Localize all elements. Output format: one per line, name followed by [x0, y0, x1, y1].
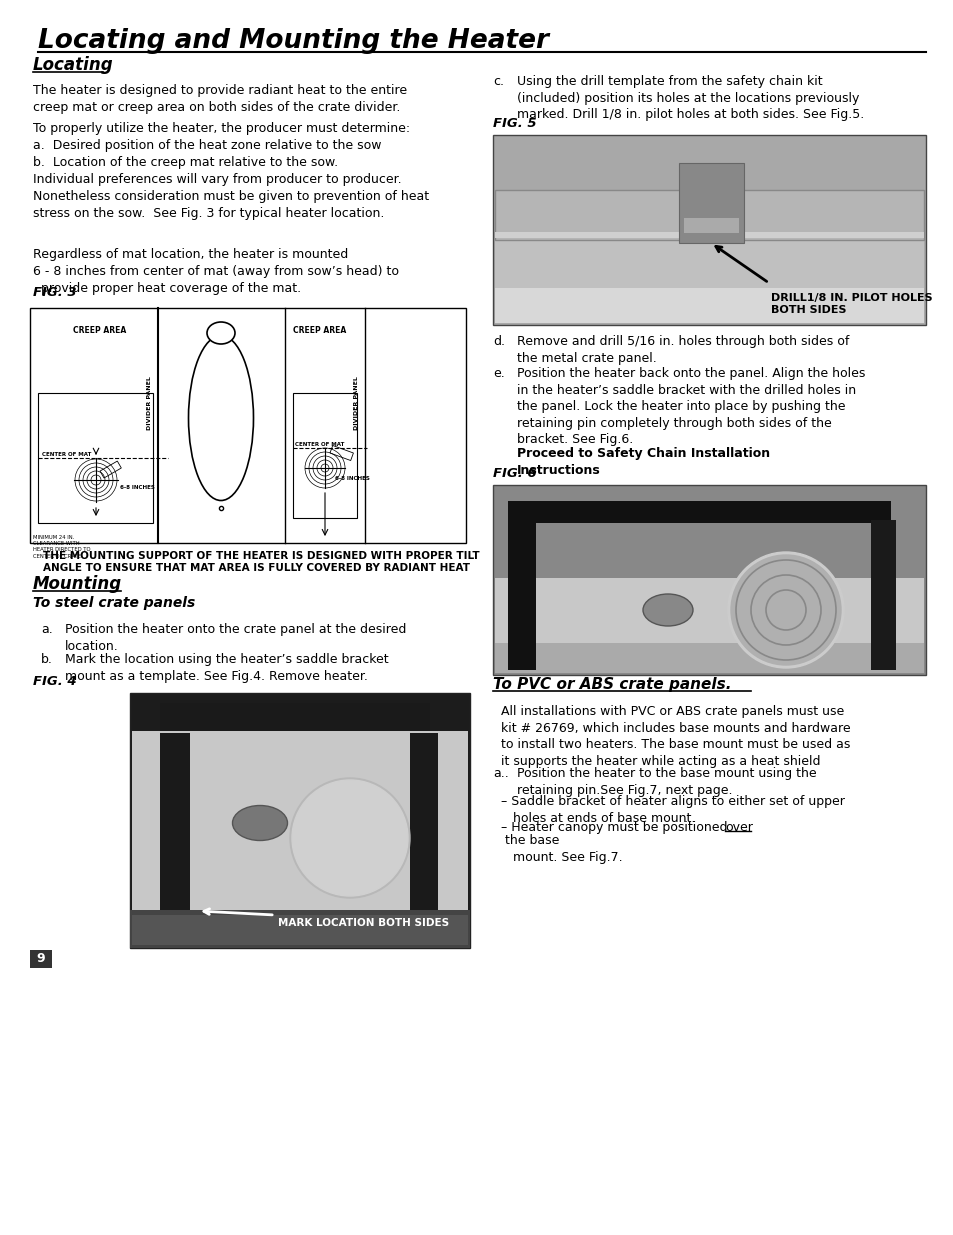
Bar: [495, 288, 923, 324]
Bar: [683, 219, 739, 233]
Bar: [38, 393, 152, 522]
Bar: [507, 501, 890, 522]
Text: Using the drill template from the safety chain kit
(included) position its holes: Using the drill template from the safety…: [517, 75, 863, 121]
Bar: [495, 232, 923, 238]
Text: To steel crate panels: To steel crate panels: [33, 597, 195, 610]
Text: CREEP AREA: CREEP AREA: [294, 326, 346, 335]
Text: All installations with PVC or ABS crate panels must use
kit # 26769, which inclu: All installations with PVC or ABS crate …: [500, 705, 850, 767]
Text: Locating: Locating: [33, 56, 113, 74]
Ellipse shape: [642, 594, 692, 626]
Bar: [130, 910, 470, 948]
Bar: [410, 734, 437, 939]
Text: Regardless of mat location, the heater is mounted
6 - 8 inches from center of ma: Regardless of mat location, the heater i…: [33, 248, 398, 295]
Bar: [495, 578, 923, 673]
Bar: [493, 135, 925, 325]
Text: d.: d.: [493, 335, 504, 348]
Ellipse shape: [233, 805, 287, 841]
Text: Proceed to Safety Chain Installation
Instructions: Proceed to Safety Chain Installation Ins…: [517, 447, 769, 477]
Text: Mounting: Mounting: [33, 576, 122, 593]
Text: a..: a..: [493, 767, 508, 781]
Text: the base
   mount. See Fig.7.: the base mount. See Fig.7.: [500, 834, 622, 863]
Text: 6-8 INCHES: 6-8 INCHES: [120, 485, 154, 490]
Text: Locating and Mounting the Heater: Locating and Mounting the Heater: [38, 28, 548, 54]
Text: FIG. 5: FIG. 5: [493, 117, 536, 130]
Bar: [679, 163, 743, 243]
Text: b.: b.: [41, 653, 52, 666]
Circle shape: [290, 778, 410, 898]
Text: MINIMUM 24 IN.
CLEARANCE WITH
HEATER DIRECTED TO
CENTER OF CRATE: MINIMUM 24 IN. CLEARANCE WITH HEATER DIR…: [33, 535, 91, 558]
Bar: [132, 731, 468, 946]
Text: 6-8 INCHES: 6-8 INCHES: [335, 475, 370, 480]
Text: DIVIDER PANEL: DIVIDER PANEL: [355, 377, 359, 430]
Bar: [130, 693, 470, 948]
Bar: [495, 228, 923, 324]
Bar: [493, 485, 925, 676]
Bar: [293, 393, 356, 517]
Text: FIG. 3: FIG. 3: [33, 287, 76, 299]
Circle shape: [727, 552, 843, 668]
Bar: [507, 520, 536, 671]
Text: To properly utilize the heater, the producer must determine:
a.  Desired positio: To properly utilize the heater, the prod…: [33, 122, 429, 220]
Bar: [132, 915, 468, 945]
Text: c.: c.: [493, 75, 503, 88]
Circle shape: [292, 781, 408, 897]
Text: e.: e.: [493, 367, 504, 380]
Text: Position the heater back onto the panel. Align the holes
in the heater’s saddle : Position the heater back onto the panel.…: [517, 367, 864, 446]
Text: DIVIDER PANEL: DIVIDER PANEL: [148, 377, 152, 430]
Bar: [330, 446, 353, 461]
Text: The heater is designed to provide radiant heat to the entire
creep mat or creep : The heater is designed to provide radian…: [33, 84, 407, 114]
Text: To PVC or ABS crate panels.: To PVC or ABS crate panels.: [493, 677, 731, 692]
Bar: [30, 950, 52, 968]
Ellipse shape: [189, 336, 253, 500]
Bar: [495, 643, 923, 673]
Bar: [160, 703, 430, 731]
Text: MARK LOCATION BOTH SIDES: MARK LOCATION BOTH SIDES: [277, 918, 449, 927]
Bar: [160, 734, 190, 939]
Text: CENTER OF MAT: CENTER OF MAT: [294, 442, 344, 447]
Text: – Saddle bracket of heater aligns to either set of upper
   holes at ends of bas: – Saddle bracket of heater aligns to eit…: [500, 795, 844, 825]
Text: Mark the location using the heater’s saddle bracket
mount as a template. See Fig: Mark the location using the heater’s sad…: [65, 653, 388, 683]
Text: FIG. 4: FIG. 4: [33, 676, 76, 688]
Bar: [30, 308, 465, 543]
Text: 9: 9: [36, 952, 45, 966]
Text: THE MOUNTING SUPPORT OF THE HEATER IS DESIGNED WITH PROPER TILT
ANGLE TO ENSURE : THE MOUNTING SUPPORT OF THE HEATER IS DE…: [43, 551, 479, 573]
Text: Remove and drill 5/16 in. holes through both sides of
the metal crate panel.: Remove and drill 5/16 in. holes through …: [517, 335, 848, 364]
Text: FIG. 6: FIG. 6: [493, 467, 536, 480]
Text: CREEP AREA: CREEP AREA: [73, 326, 127, 335]
Circle shape: [730, 555, 841, 664]
Bar: [870, 520, 895, 671]
Text: DRILL1/8 IN. PILOT HOLES
BOTH SIDES: DRILL1/8 IN. PILOT HOLES BOTH SIDES: [770, 293, 932, 315]
Text: Position the heater onto the crate panel at the desired
location.: Position the heater onto the crate panel…: [65, 622, 406, 652]
Text: a.: a.: [41, 622, 52, 636]
Text: over: over: [724, 821, 752, 834]
Text: CENTER OF MAT: CENTER OF MAT: [42, 452, 91, 457]
Ellipse shape: [207, 322, 234, 345]
Bar: [495, 190, 923, 240]
Text: Position the heater to the base mount using the
retaining pin.See Fig.7, next pa: Position the heater to the base mount us…: [517, 767, 816, 797]
Bar: [100, 461, 121, 478]
Text: – Heater canopy must be positioned: – Heater canopy must be positioned: [500, 821, 731, 834]
